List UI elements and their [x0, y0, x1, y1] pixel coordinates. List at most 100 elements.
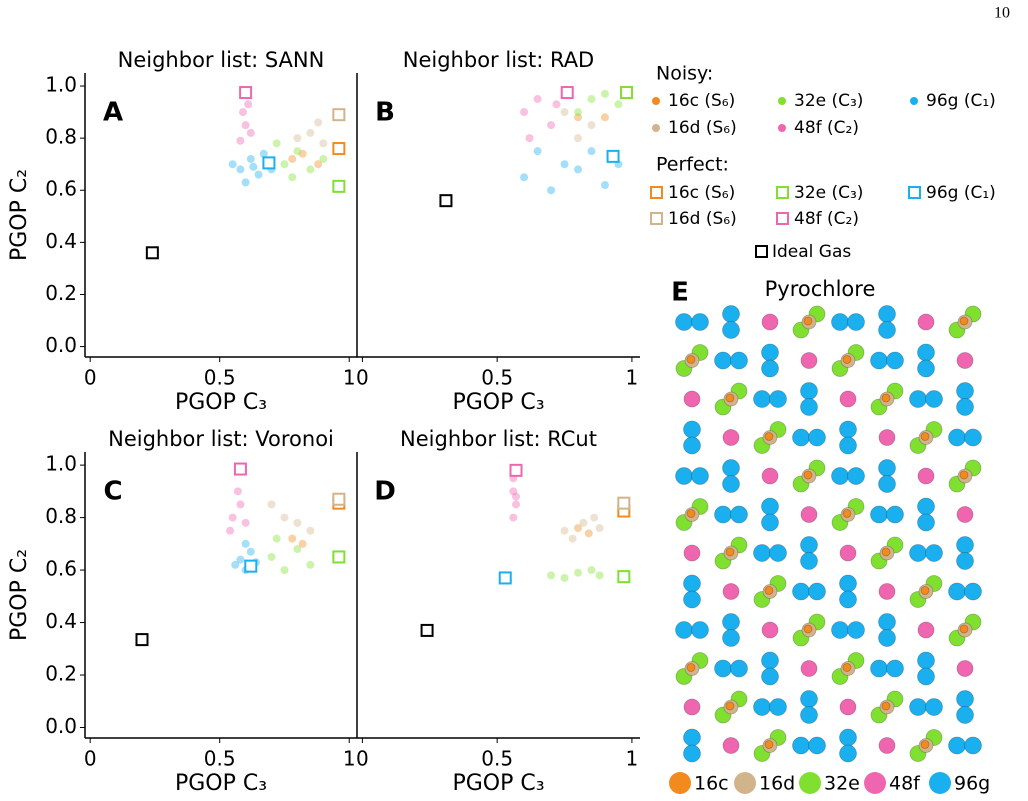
noisy-point [298, 149, 307, 158]
page-number: 10 [994, 5, 1010, 22]
atom [831, 467, 849, 485]
atom [870, 351, 888, 370]
noisy-point [244, 100, 253, 109]
noisy-point [509, 487, 518, 496]
noisy-point [547, 121, 556, 130]
atom [870, 659, 888, 678]
panel-title: Neighbor list: RAD [403, 48, 594, 72]
x-tick-label: 0.5 [481, 366, 513, 390]
noisy-point [241, 178, 250, 187]
atom [920, 740, 930, 749]
atom [956, 552, 974, 570]
noisy-point [241, 518, 250, 527]
legend-label: Ideal Gas [772, 242, 851, 262]
x-tick-label: 0 [356, 747, 369, 771]
atom [714, 659, 732, 678]
atom [792, 428, 810, 447]
noisy-point [574, 524, 583, 533]
atom [764, 586, 774, 595]
atom [831, 621, 849, 639]
x-tick-label: 0.5 [481, 747, 513, 771]
atom [964, 428, 982, 447]
noisy-point [246, 547, 255, 556]
atom [753, 390, 771, 408]
legend-marker [734, 772, 756, 794]
atom [917, 513, 935, 532]
perfect-point [135, 633, 149, 647]
noisy-point [236, 136, 245, 145]
atom [917, 343, 935, 362]
atom [675, 313, 693, 331]
atom [839, 744, 857, 763]
atom [800, 690, 818, 708]
legend-label: 48f (C₂) [794, 118, 859, 138]
legend-title: Noisy: [656, 63, 713, 85]
atom [761, 467, 779, 485]
legend-marker [799, 772, 821, 794]
legend-label: 96g [954, 773, 990, 795]
atom [761, 621, 779, 639]
perfect-point [332, 108, 346, 122]
noisy-point [267, 552, 276, 561]
x-axis-label: PGOP C₃ [452, 771, 544, 796]
y-tick-label: 0.8 [45, 125, 77, 149]
noisy-point [280, 566, 289, 575]
noisy-point [587, 147, 596, 156]
atom [870, 505, 888, 524]
atom [714, 505, 732, 524]
atom [956, 398, 974, 416]
atom [725, 547, 735, 557]
legend-label: 48f [889, 773, 921, 795]
noisy-point [306, 526, 315, 535]
atom [722, 321, 740, 339]
legend-label: 16d (S₆) [668, 118, 737, 138]
legend-label: 32e (C₃) [794, 183, 863, 203]
noisy-point [579, 518, 588, 527]
y-tick-label: 1.0 [45, 73, 77, 97]
legend-marker [755, 245, 768, 258]
atom [881, 701, 891, 711]
legend-label: 32e (C₃) [794, 91, 863, 111]
atom [792, 582, 810, 601]
atom [925, 698, 943, 716]
atom [839, 698, 857, 716]
atom [948, 736, 966, 755]
noisy-point [236, 165, 245, 174]
noisy-point [560, 526, 569, 535]
atom [683, 544, 701, 562]
atom [761, 343, 779, 362]
x-tick-label: 1 [343, 366, 356, 390]
noisy-point [587, 121, 596, 130]
legend-marker [929, 772, 951, 794]
atom [683, 436, 701, 455]
atom [725, 701, 735, 711]
atom [722, 737, 740, 754]
atom [956, 506, 974, 523]
panel-letter: E [671, 278, 689, 308]
atom [683, 728, 701, 747]
atom [881, 393, 891, 403]
panel-title: Neighbor list: RCut [400, 427, 597, 451]
noisy-point [552, 100, 561, 109]
noisy-point [600, 181, 609, 190]
atom [722, 583, 740, 600]
atom [842, 663, 852, 672]
atom [722, 305, 740, 323]
legend-label: 32e [824, 773, 860, 795]
atom [948, 428, 966, 447]
atom [917, 467, 935, 485]
legend-label: 16d (S₆) [668, 209, 737, 229]
atom [917, 497, 935, 516]
atom [683, 420, 701, 439]
noisy-point [587, 566, 596, 575]
atom [714, 351, 732, 370]
atom [800, 706, 818, 724]
atom [800, 536, 818, 554]
atom [917, 313, 935, 331]
atom [691, 621, 709, 639]
noisy-point [584, 529, 593, 538]
noisy-point [509, 513, 518, 522]
noisy-point [239, 108, 248, 117]
